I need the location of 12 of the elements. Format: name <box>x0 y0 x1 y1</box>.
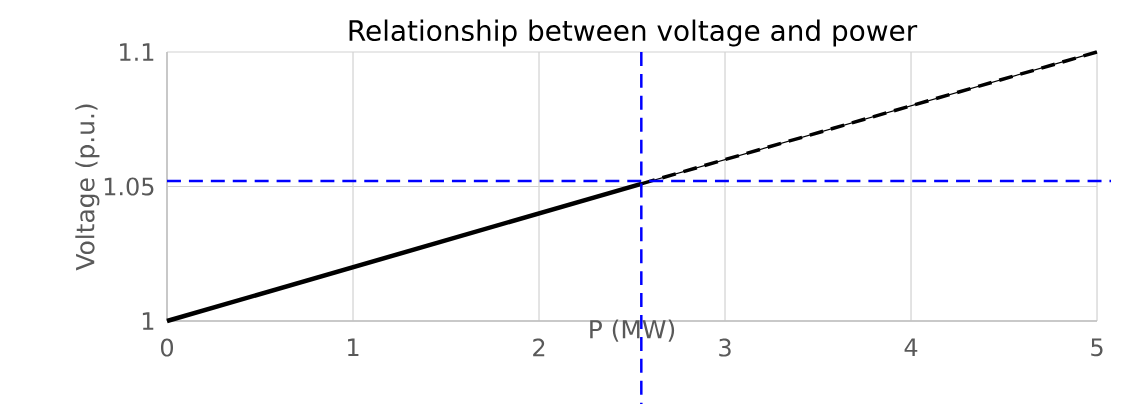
x-tick-label: 4 <box>904 338 918 356</box>
y-axis-title: Voltage (p.u.) <box>75 104 100 271</box>
x-tick-label: 1 <box>348 338 359 356</box>
x-tick-label: 2 <box>533 338 545 357</box>
y-tick-label: 1.05 <box>104 177 154 196</box>
x-tick-label: 3 <box>719 338 731 357</box>
x-axis-title: P (MW) <box>590 319 675 342</box>
chart-title: Relationship between voltage and power <box>349 19 918 47</box>
y-tick-label: 1 <box>142 312 154 330</box>
x-tick-label: 5 <box>1091 338 1103 357</box>
y-tick-label: 1.1 <box>120 43 154 61</box>
x-tick-label: 0 <box>160 338 174 357</box>
